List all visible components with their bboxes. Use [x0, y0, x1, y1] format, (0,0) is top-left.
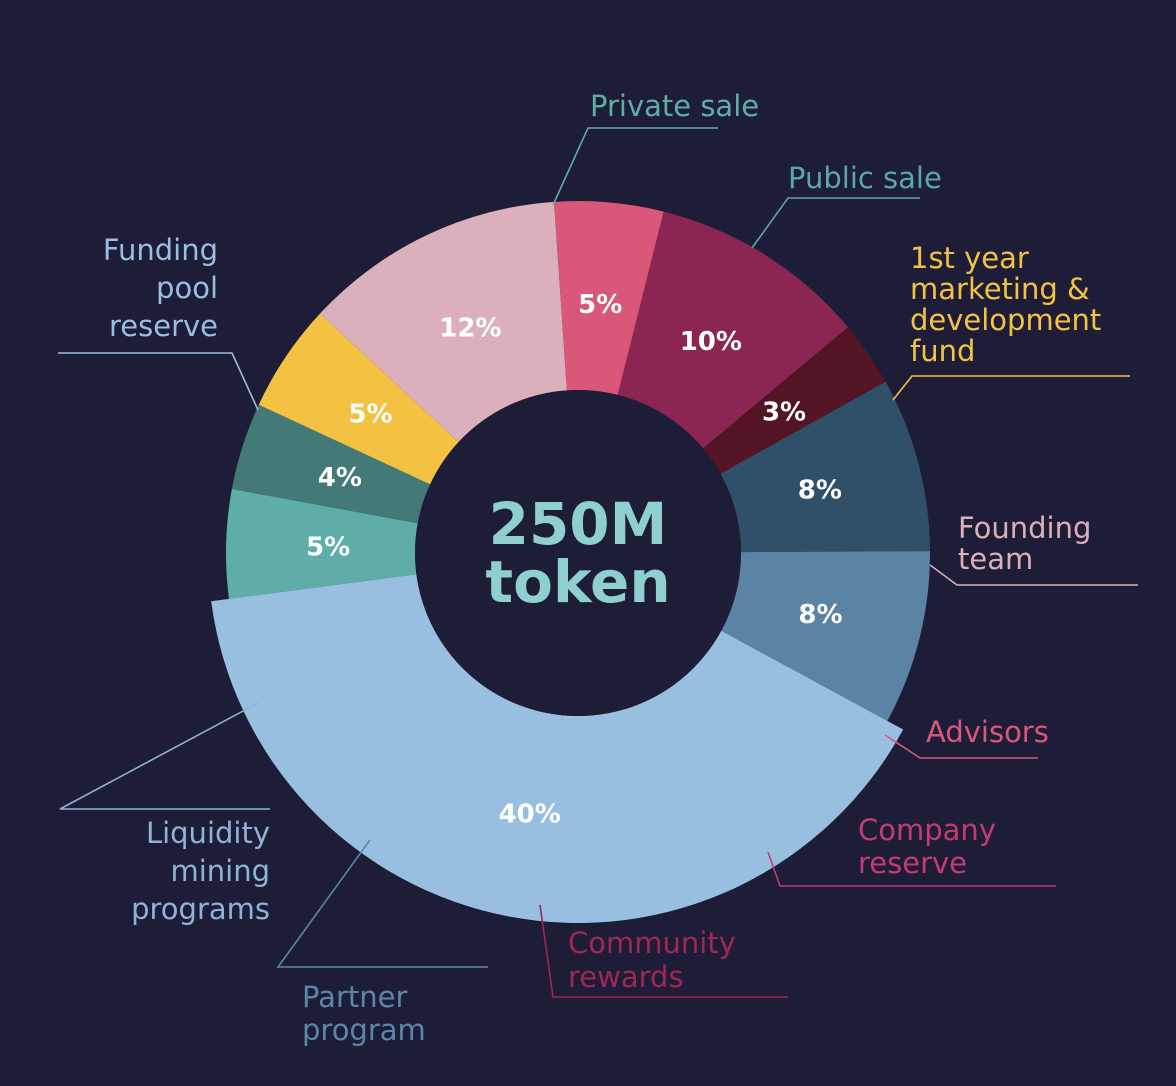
slice-value-label-0: 5% [306, 532, 350, 562]
callout-label-2: 1st year marketing & development fund [910, 241, 1101, 368]
slice-value-label-8: 8% [798, 600, 842, 630]
slice-7 [720, 381, 930, 553]
callout-labels-group: Private sale Public sale 1st year marketing… [103, 89, 1101, 1047]
slice-value-label-7: 8% [798, 476, 842, 506]
slice-1 [231, 404, 431, 524]
slice-2 [258, 313, 459, 485]
slice-value-label-4: 5% [578, 290, 622, 320]
leader-line-2 [892, 375, 1130, 401]
slice-5 [617, 211, 849, 449]
leader-line-7 [276, 839, 488, 968]
slice-value-label-1: 4% [318, 463, 362, 493]
leader-line-9 [58, 352, 259, 411]
slice-value-labels-group: 5% 4% 5% 12% 5% 10% 3% 8% 8% 40% [306, 290, 843, 830]
callout-label-6-line-0: Community [568, 926, 736, 960]
callout-label-3-line-0: Founding [958, 511, 1091, 545]
leader-line-4 [884, 734, 1038, 759]
callout-label-8-line-2: programs [131, 892, 270, 926]
callout-label-4: Advisors [926, 715, 1049, 749]
slice-4 [554, 201, 664, 395]
callout-label-5: Company reserve [858, 813, 996, 880]
leader-line-1 [751, 197, 920, 249]
callout-label-2-line-2: development [910, 303, 1101, 337]
center-label-line-1: 250M [489, 490, 668, 558]
slice-3 [320, 201, 567, 443]
callout-label-5-line-0: Company [858, 813, 996, 847]
slice-9 [211, 574, 904, 924]
callout-label-9-line-0: Funding [103, 233, 218, 267]
slice-8 [721, 551, 930, 721]
leader-line-5 [767, 851, 1056, 887]
callout-label-8-line-1: mining [170, 854, 270, 888]
callout-label-7-line-0: Partner [302, 980, 407, 1014]
callout-label-2-line-3: fund [910, 334, 975, 368]
slice-value-label-6: 3% [762, 397, 806, 427]
callout-label-9-line-2: reserve [109, 309, 218, 343]
leader-line-8 [59, 702, 270, 810]
slice-0 [226, 488, 418, 599]
callout-label-8: Liquidity mining programs [131, 816, 270, 926]
callout-label-1-line-0: Public sale [788, 161, 942, 195]
callout-label-9: Funding pool reserve [103, 233, 218, 343]
callout-label-3: Founding team [958, 511, 1091, 576]
callout-label-3-line-1: team [958, 542, 1033, 576]
slice-value-label-9: 40% [499, 800, 561, 830]
callout-label-9-line-1: pool [156, 271, 218, 305]
slices-group [211, 201, 930, 924]
callout-label-2-line-0: 1st year [910, 241, 1029, 275]
callout-label-2-line-1: marketing & [910, 272, 1090, 306]
slice-value-label-3: 12% [439, 313, 501, 343]
callout-label-4-line-0: Advisors [926, 715, 1049, 749]
callout-label-5-line-1: reserve [858, 846, 967, 880]
slice-6 [703, 327, 886, 474]
callout-label-8-line-0: Liquidity [146, 816, 270, 850]
leader-lines-group [58, 127, 1138, 998]
leader-line-0 [552, 127, 718, 206]
slice-value-label-2: 5% [348, 400, 392, 430]
callout-label-0-line-0: Private sale [590, 89, 759, 123]
callout-label-6: Community rewards [568, 926, 736, 994]
callout-label-0: Private sale [590, 89, 759, 123]
leader-line-3 [929, 564, 1138, 586]
callout-label-7: Partner program [302, 980, 426, 1047]
callout-label-7-line-1: program [302, 1013, 426, 1047]
center-label-line-2: token [485, 548, 670, 616]
slice-value-label-5: 10% [680, 327, 742, 357]
leader-line-6 [539, 904, 788, 998]
callout-label-1: Public sale [788, 161, 942, 195]
center-hole [415, 390, 741, 716]
callout-label-6-line-1: rewards [568, 960, 684, 994]
